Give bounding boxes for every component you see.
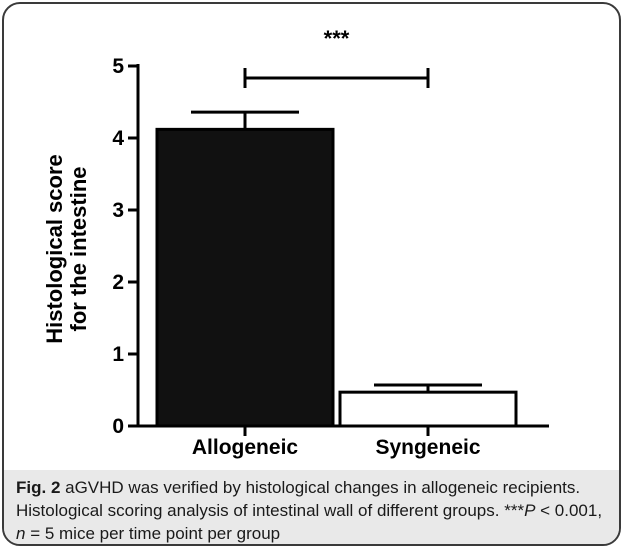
x-tick-label-syngeneic: Syngeneic	[375, 436, 480, 459]
y-tick-label-1: 1	[112, 343, 124, 366]
caption-p: P	[524, 501, 536, 520]
caption-text-2: < 0.001,	[535, 501, 603, 520]
x-tick-label-allogeneic: Allogeneic	[192, 436, 299, 459]
y-ticks: 0 1 2 3 4 5	[112, 55, 138, 438]
y-tick-label-4: 4	[112, 127, 124, 150]
y-tick-label-2: 2	[112, 271, 124, 294]
figure-frame: 0 1 2 3 4 5 Allogeneic Syngeneic *** Histologi…	[2, 2, 621, 546]
caption-text-1: aGVHD was verified by histological chang…	[16, 478, 581, 520]
x-tick-labels: Allogeneic Syngeneic	[192, 427, 481, 459]
bar-chart: 0 1 2 3 4 5 Allogeneic Syngeneic *** Histologi…	[42, 26, 549, 459]
bar-syngeneic	[338, 390, 518, 428]
y-axis-label-line2: for the intestine	[66, 166, 91, 331]
y-tick-label-3: 3	[112, 199, 124, 222]
y-tick-label-5: 5	[112, 55, 124, 78]
bar-allogeneic	[155, 127, 335, 428]
y-tick-label-0: 0	[112, 415, 124, 438]
figure-caption: Fig. 2 aGVHD was verified by histologica…	[4, 470, 619, 544]
chart-bars	[155, 110, 518, 428]
caption-figure-number: Fig. 2	[16, 478, 61, 497]
caption-text-3: = 5 mice per time point per group	[25, 524, 281, 543]
caption-n: n	[16, 524, 26, 543]
significance-bracket: ***	[243, 26, 430, 88]
significance-label: ***	[324, 26, 350, 51]
y-axis-label-line1: Histological score	[42, 154, 67, 344]
